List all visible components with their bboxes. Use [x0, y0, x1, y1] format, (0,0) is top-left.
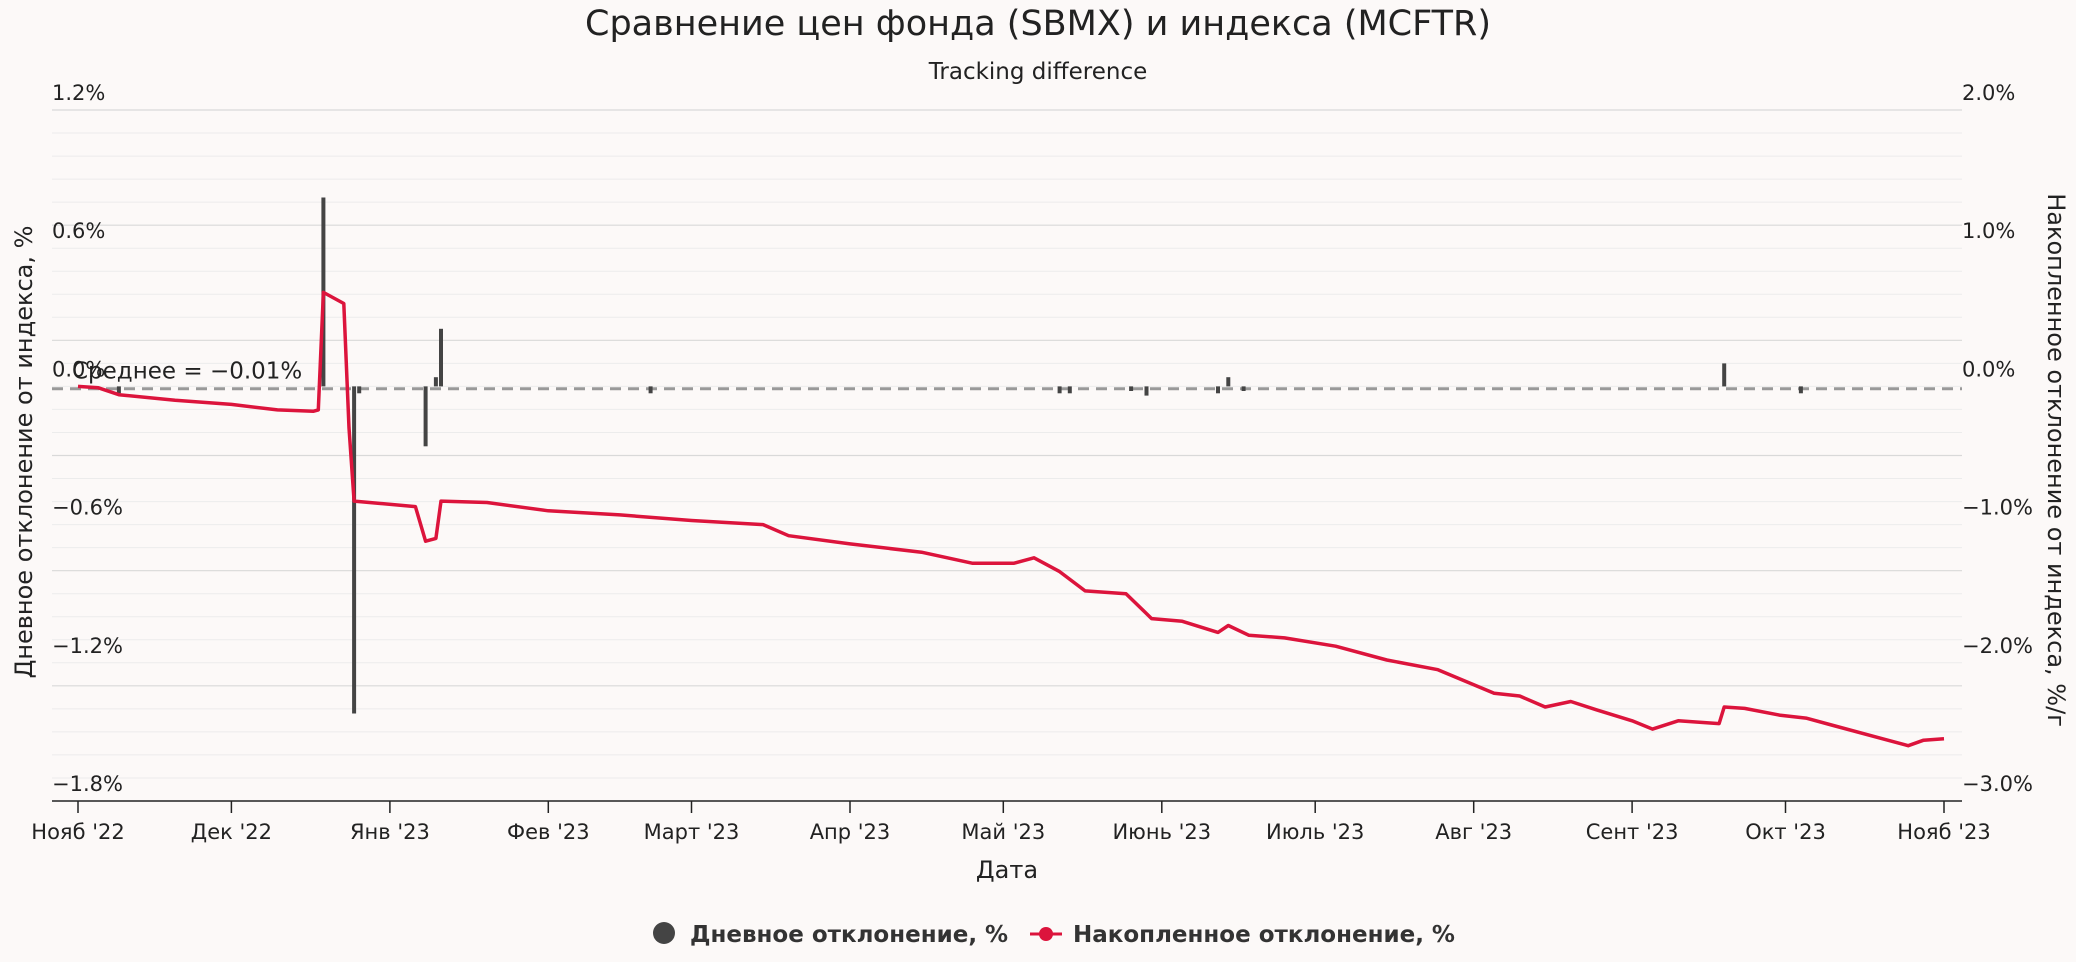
right-tick-label: 2.0%: [1962, 81, 2015, 105]
x-tick-label: Апр '23: [810, 820, 891, 844]
bar: [1129, 386, 1134, 391]
legend-dot-cumulative: [1039, 927, 1053, 941]
bar: [1241, 386, 1246, 391]
x-tick-label: Дек '22: [191, 820, 272, 844]
bar: [1722, 363, 1727, 387]
right-axis-title: Накопленное отклонение от индекса, %/г: [2042, 193, 2070, 727]
bar: [433, 377, 438, 387]
bar: [648, 386, 653, 394]
left-tick-label: −1.2%: [52, 634, 123, 658]
left-axis-title: Дневное отклонение от индекса, %: [10, 226, 38, 679]
bar: [1226, 377, 1231, 387]
bar: [1057, 386, 1062, 394]
right-tick-label: −3.0%: [1962, 772, 2033, 796]
x-tick-label: Сент '23: [1586, 820, 1679, 844]
right-tick-label: 1.0%: [1962, 219, 2015, 243]
cumulative-line: [77, 290, 1945, 748]
legend-item-daily[interactable]: Дневное отклонение, %: [653, 922, 1008, 948]
legend-label-daily: Дневное отклонение, %: [690, 922, 1008, 948]
bar: [116, 386, 121, 394]
bar: [1144, 386, 1149, 396]
right-tick-label: −2.0%: [1962, 634, 2033, 658]
bar: [439, 328, 443, 387]
legend-label-cumulative: Накопленное отклонение, %: [1073, 922, 1455, 948]
x-tick-label: Май '23: [961, 820, 1045, 844]
chart-title: Сравнение цен фонда (SBMX) и индекса (MC…: [585, 4, 1491, 44]
x-tick-label: Март '23: [644, 820, 740, 844]
x-tick-label: Июнь '23: [1112, 820, 1211, 844]
left-axis-ticks: 1.2% 0.6% 0.0% −0.6% −1.2% −1.8%: [52, 81, 123, 796]
left-tick-label: 0.6%: [52, 219, 105, 243]
x-tick-label: Янв '23: [350, 820, 430, 844]
bar: [1067, 386, 1072, 394]
bar: [1798, 386, 1803, 394]
left-tick-label: −1.8%: [52, 772, 123, 796]
bar: [423, 386, 428, 447]
left-tick-label: 1.2%: [52, 81, 105, 105]
left-tick-label: −0.6%: [52, 496, 123, 520]
mean-label: Среднее = −0.01%: [72, 359, 302, 385]
x-tick-label: Фев '23: [507, 820, 590, 844]
x-tick-label: Июль '23: [1266, 820, 1364, 844]
right-tick-label: −1.0%: [1962, 496, 2033, 520]
chart-subtitle: Tracking difference: [928, 59, 1148, 85]
left-tick-label: 0.0%: [52, 357, 105, 381]
bar: [1216, 386, 1220, 394]
right-axis-ticks: 2.0% 1.0% 0.0% −1.0% −2.0% −3.0%: [1962, 81, 2033, 796]
bar: [357, 386, 362, 394]
x-tick-label: Авг '23: [1435, 820, 1512, 844]
legend-dot-daily: [653, 922, 675, 944]
x-tick-label: Нояб '22: [31, 820, 124, 844]
grid: [52, 109, 1962, 779]
x-tick-marks: [77, 801, 1945, 813]
bar: [352, 386, 357, 714]
legend: Дневное отклонение, % Накопленное отклон…: [653, 922, 1455, 948]
x-tick-label: Окт '23: [1745, 820, 1826, 844]
x-tick-label: Нояб '23: [1897, 820, 1990, 844]
x-axis-title: Дата: [976, 856, 1038, 884]
right-tick-label: 0.0%: [1962, 357, 2015, 381]
x-axis-ticks: Нояб '22 Дек '22 Янв '23 Фев '23 Март '23 Апр…: [31, 820, 1990, 844]
legend-item-cumulative[interactable]: Накопленное отклонение, %: [1030, 922, 1455, 948]
